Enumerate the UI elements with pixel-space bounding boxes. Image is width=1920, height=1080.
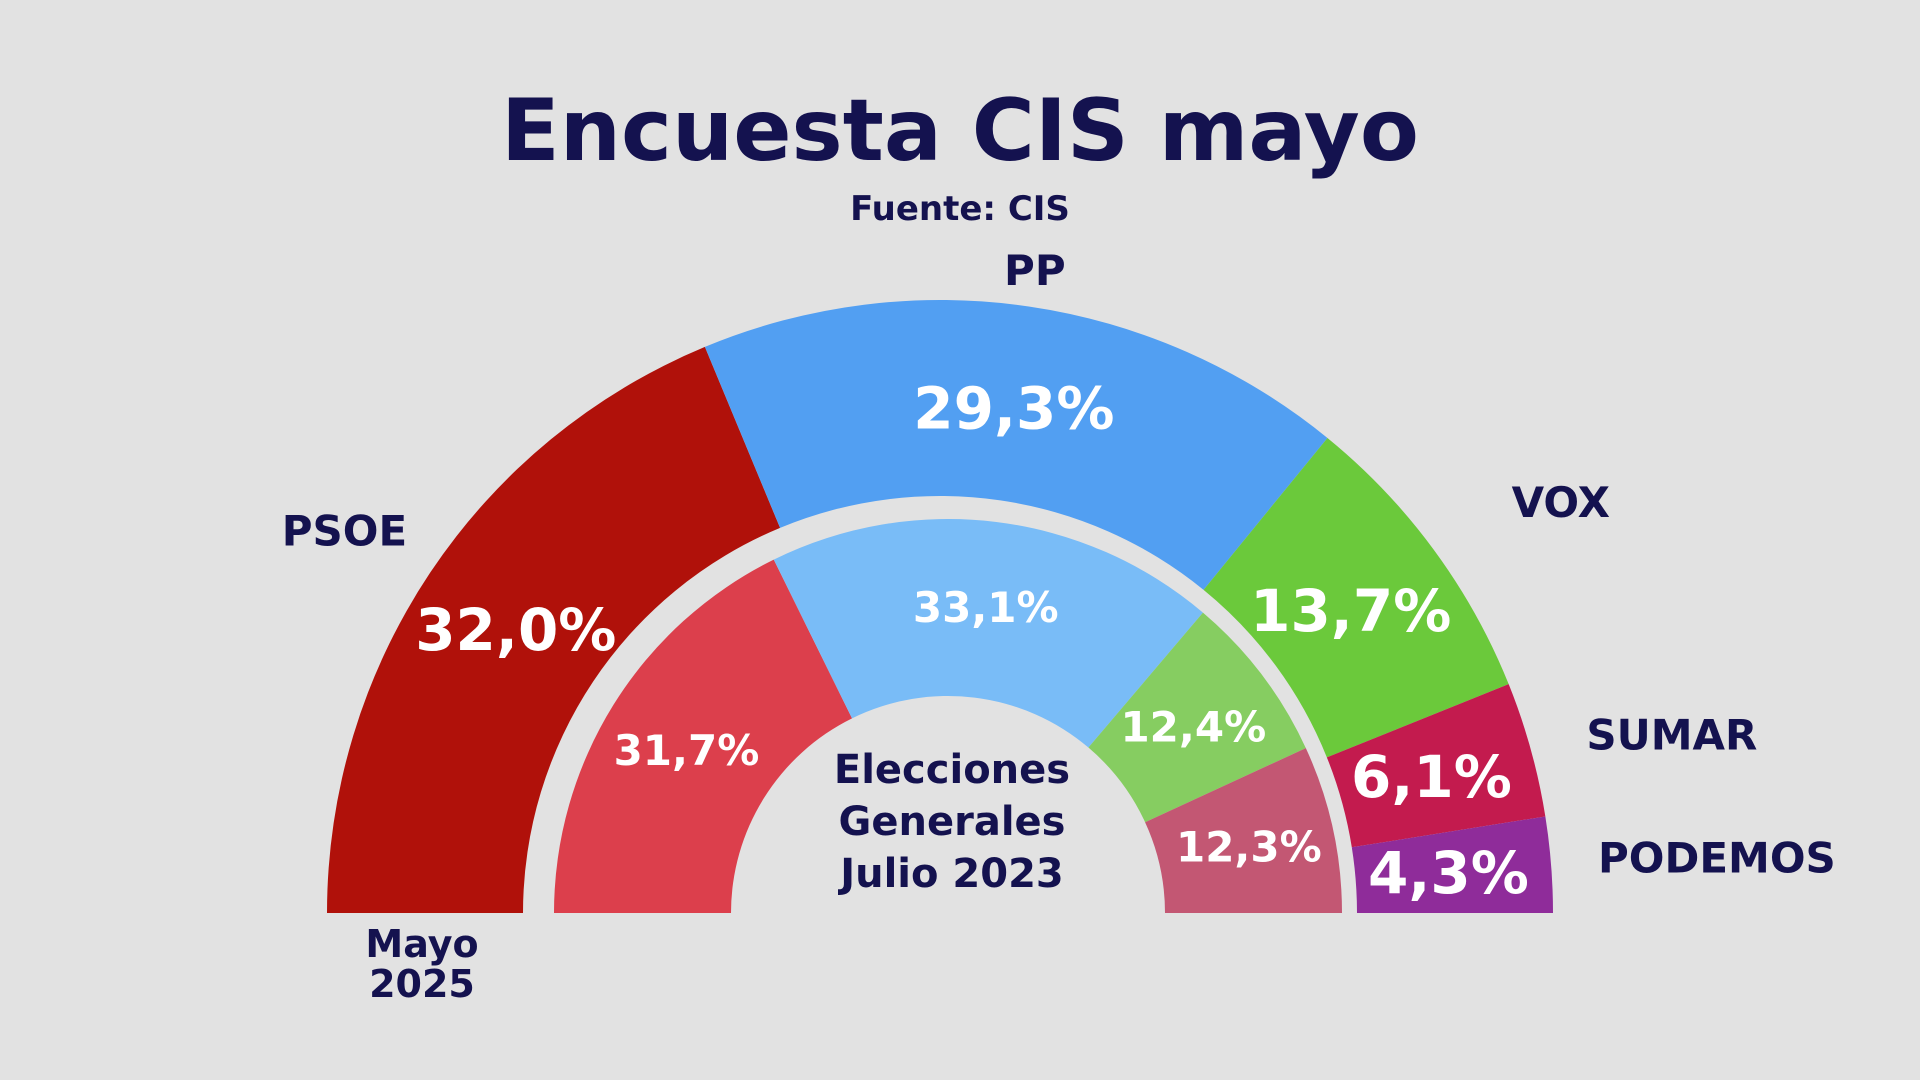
inner-series-label-line: Julio 2023	[837, 851, 1064, 897]
chart-title: Encuesta CIS mayo	[501, 81, 1419, 181]
party-label-sumar: SUMAR	[1586, 710, 1757, 759]
outer-slice-pp	[704, 300, 1328, 590]
slices-group	[327, 300, 1554, 914]
outer-series-label-line: Mayo	[365, 922, 478, 966]
outer-value-label-pp: 29,3%	[913, 375, 1114, 443]
party-label-psoe: PSOE	[282, 506, 407, 555]
outer-series-label-line: 2025	[369, 962, 475, 1006]
outer-value-label-vox: 13,7%	[1250, 577, 1451, 645]
outer-slice-vox	[1203, 437, 1509, 758]
party-label-podemos: PODEMOS	[1598, 833, 1836, 882]
party-label-vox: VOX	[1512, 478, 1610, 527]
party-label-pp: PP	[1004, 246, 1066, 295]
chart-subtitle: Fuente: CIS	[850, 189, 1070, 229]
inner-series-label-line: Elecciones	[834, 747, 1070, 793]
outer-slice-sumar	[1326, 684, 1546, 848]
inner-value-label-vox: 12,4%	[1120, 702, 1266, 751]
outer-value-label-podemos: 4,3%	[1368, 839, 1529, 907]
inner-value-label-psoe: 31,7%	[614, 726, 760, 775]
inner-value-label-pp: 33,1%	[913, 583, 1059, 632]
inner-series-label-line: Generales	[839, 799, 1066, 845]
inner-slice-vox	[1088, 612, 1306, 823]
inner-slice-sumar	[1145, 748, 1342, 913]
outer-value-label-psoe: 32,0%	[415, 596, 616, 664]
inner-value-label-sumar: 12,3%	[1176, 823, 1322, 872]
outer-slice-psoe	[327, 346, 781, 914]
outer-value-label-sumar: 6,1%	[1351, 743, 1512, 811]
inner-slice-pp	[773, 519, 1203, 748]
inner-slice-psoe	[554, 559, 853, 913]
outer-slice-podemos	[1351, 816, 1554, 913]
